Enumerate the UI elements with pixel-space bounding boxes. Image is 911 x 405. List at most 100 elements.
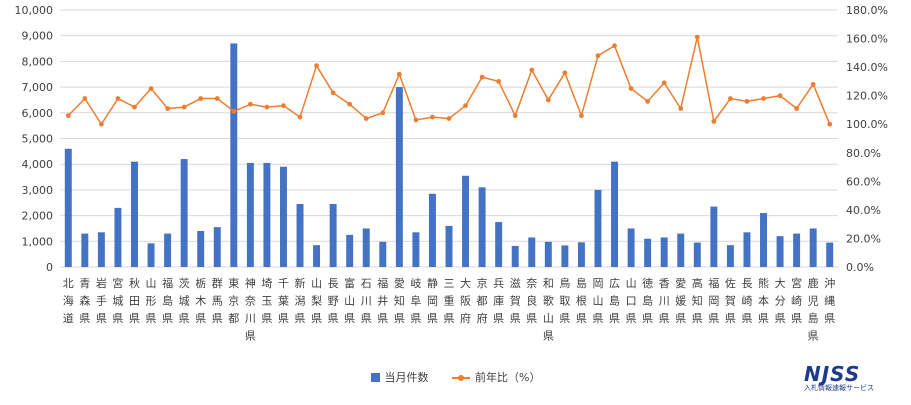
y-tick-label: 2,000 bbox=[22, 210, 54, 223]
yoy-point bbox=[661, 80, 667, 86]
yoy-line bbox=[67, 36, 831, 126]
x-tick-label: 青森県 bbox=[79, 277, 90, 325]
yoy-point bbox=[479, 74, 485, 80]
legend-line-label: 前年比（%） bbox=[475, 371, 541, 384]
bar bbox=[511, 245, 519, 267]
bar bbox=[114, 207, 122, 267]
x-tick-label: 徳島県 bbox=[642, 277, 653, 325]
x-tick-label: 栃木県 bbox=[195, 276, 206, 325]
x-tick-label: 千葉県 bbox=[278, 277, 289, 325]
x-tick-label: 長野県 bbox=[328, 277, 339, 325]
x-tick-label: 福井県 bbox=[377, 276, 388, 325]
yoy-point bbox=[115, 96, 121, 101]
bar bbox=[362, 228, 370, 267]
bar bbox=[263, 162, 271, 267]
y-tick-label: 9,000 bbox=[22, 30, 54, 43]
bar bbox=[246, 162, 254, 267]
yoy-point bbox=[214, 96, 220, 101]
yoy-point bbox=[65, 113, 71, 119]
bar bbox=[809, 228, 817, 267]
bar bbox=[131, 161, 138, 267]
legend-item-line: 前年比（%） bbox=[452, 369, 540, 385]
logo-subtitle: 入札情報速報サービス bbox=[804, 384, 874, 392]
y-tick-label: 1,000 bbox=[22, 235, 54, 248]
x-tick-label: 長崎県 bbox=[741, 277, 752, 325]
y2-tick-label: 0.0% bbox=[846, 261, 874, 274]
x-tick-label: 奈良県 bbox=[526, 276, 537, 325]
y-tick-label: 4,000 bbox=[22, 158, 54, 171]
bar bbox=[710, 206, 718, 267]
y-tick-label: 7,000 bbox=[22, 81, 54, 94]
y-tick-label: 3,000 bbox=[22, 184, 54, 197]
legend-item-bar: 当月件数 bbox=[370, 369, 429, 385]
legend-bar-label: 当月件数 bbox=[384, 371, 429, 384]
bar bbox=[412, 232, 420, 267]
yoy-point bbox=[396, 71, 402, 77]
y-tick-label: 0 bbox=[46, 261, 53, 274]
bar bbox=[495, 222, 503, 267]
yoy-point bbox=[728, 96, 733, 101]
yoy-point bbox=[148, 86, 154, 91]
x-tick-label: 秋田県 bbox=[129, 276, 140, 325]
x-tick-label: 滋賀県 bbox=[510, 277, 521, 325]
yoy-point bbox=[463, 103, 468, 109]
yoy-point bbox=[198, 96, 204, 101]
yoy-point bbox=[330, 90, 336, 96]
x-tick-label: 愛知県 bbox=[394, 277, 405, 325]
x-tick-label: 岩手県 bbox=[96, 276, 107, 325]
x-tick-label: 香川県 bbox=[659, 277, 670, 325]
legend-line-swatch bbox=[452, 373, 471, 382]
x-tick-label: 茨城県 bbox=[179, 276, 190, 325]
x-tick-label: 埼玉県 bbox=[261, 276, 272, 325]
x-tick-label: 山口県 bbox=[626, 277, 637, 325]
bar bbox=[644, 238, 652, 267]
legend-bar-swatch bbox=[370, 372, 380, 382]
yoy-point bbox=[761, 96, 766, 101]
x-tick-label: 山梨県 bbox=[311, 277, 322, 325]
x-tick-label: 福島県 bbox=[162, 276, 173, 325]
y-tick-label: 5,000 bbox=[22, 133, 54, 146]
bar bbox=[379, 241, 387, 267]
yoy-point bbox=[446, 116, 452, 121]
bar bbox=[97, 232, 105, 267]
yoy-point bbox=[264, 104, 270, 110]
x-tick-label: 京都府 bbox=[477, 276, 488, 325]
bar bbox=[577, 242, 585, 267]
x-tick-label: 愛媛県 bbox=[675, 277, 686, 325]
yoy-point bbox=[777, 93, 783, 99]
yoy-point bbox=[82, 96, 88, 101]
yoy-point bbox=[612, 43, 617, 49]
yoy-point bbox=[380, 110, 386, 116]
bar bbox=[197, 231, 205, 267]
yoy-point bbox=[430, 114, 435, 120]
y2-tick-label: 180.0% bbox=[846, 4, 888, 17]
y-tick-label: 6,000 bbox=[22, 107, 54, 120]
bar bbox=[611, 161, 619, 267]
yoy-point bbox=[247, 101, 253, 107]
bar bbox=[296, 204, 304, 267]
x-tick-label: 三重県 bbox=[444, 277, 455, 325]
yoy-point bbox=[512, 113, 518, 119]
bar bbox=[594, 189, 602, 267]
y2-tick-label: 20.0% bbox=[846, 232, 881, 245]
x-tick-label: 群馬県 bbox=[212, 276, 223, 325]
yoy-point bbox=[678, 106, 684, 111]
x-tick-label: 広島県 bbox=[609, 277, 620, 325]
yoy-point bbox=[231, 108, 237, 114]
yoy-point bbox=[181, 104, 187, 110]
bar bbox=[428, 193, 436, 267]
yoy-point bbox=[694, 34, 700, 40]
yoy-point bbox=[645, 98, 651, 104]
yoy-point bbox=[529, 67, 535, 73]
legend: 当月件数 前年比（%） bbox=[0, 369, 911, 385]
bar bbox=[528, 237, 536, 267]
bar bbox=[544, 241, 552, 267]
yoy-point bbox=[297, 114, 303, 120]
bar bbox=[279, 166, 287, 267]
bar bbox=[726, 245, 734, 267]
bar bbox=[395, 87, 403, 267]
x-tick-label: 静岡県 bbox=[427, 276, 438, 325]
yoy-point bbox=[562, 70, 568, 76]
bar bbox=[445, 225, 453, 267]
y2-tick-label: 100.0% bbox=[846, 118, 888, 131]
